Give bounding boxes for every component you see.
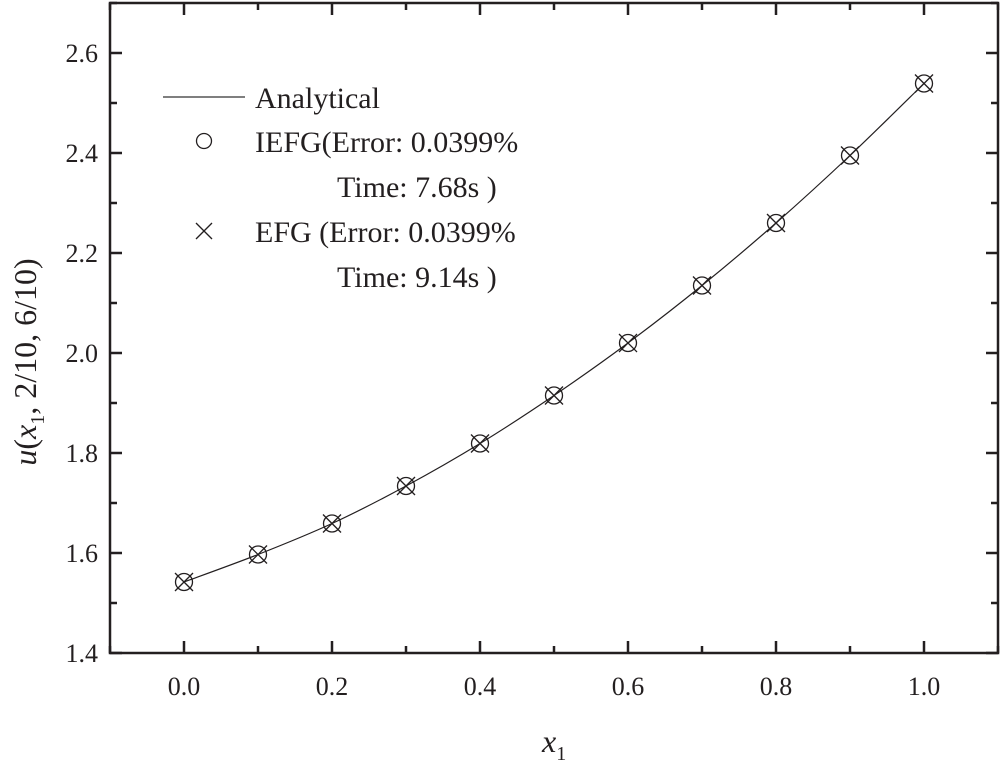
iefg-circle-marker	[618, 333, 638, 353]
efg-cross-stroke	[618, 333, 638, 353]
legend-analytical: Analytical	[255, 82, 380, 115]
iefg-circle-marker	[544, 386, 564, 405]
iefg-circle-marker	[396, 476, 416, 496]
efg-cross-marker	[396, 476, 416, 496]
efg-cross-marker	[174, 572, 194, 592]
iefg-circle-marker	[174, 572, 194, 592]
tick-labels: 0.0 0.2 0.4 0.6 0.8 1.0 1.4 1.6 1.8 2.0 2.2 2.4 2.6	[66, 39, 941, 701]
y-tick-label: 1.6	[66, 539, 99, 568]
iefg-circle-marker	[322, 514, 342, 533]
efg-cross-marker	[322, 514, 342, 533]
legend-iefg-line1: IEFG(Error: 0.0399%	[255, 126, 518, 159]
efg-cross-stroke	[840, 146, 860, 165]
efg-cross-marker	[692, 276, 712, 295]
x-tick-label: 0.4	[464, 672, 497, 701]
y-axis-label: u(x1, 2/10, 6/10)	[7, 258, 49, 465]
x-tick-label: 0.2	[316, 672, 349, 701]
y-tick-label: 2.0	[66, 339, 99, 368]
legend-cross-icon	[195, 222, 213, 240]
y-tick-label: 1.8	[66, 439, 99, 468]
legend-iefg-line2: Time: 7.68s )	[337, 171, 497, 204]
efg-cross-stroke	[544, 386, 564, 405]
efg-cross-stroke	[174, 572, 194, 592]
markers	[174, 74, 934, 592]
axis-ticks	[108, 1, 1000, 655]
efg-cross-marker	[914, 74, 934, 93]
x-tick-label: 0.0	[168, 672, 201, 701]
efg-cross-marker	[248, 545, 268, 564]
efg-cross-stroke	[766, 213, 786, 233]
plot-frame	[108, 1, 1000, 655]
efg-cross-stroke	[470, 434, 490, 453]
efg-cross-marker	[618, 333, 638, 353]
legend: Analytical IEFG(Error: 0.0399% Time: 7.6…	[163, 82, 518, 294]
iefg-circle-marker	[692, 276, 712, 295]
efg-cross-stroke	[914, 74, 934, 93]
x-tick-label: 0.6	[612, 672, 645, 701]
efg-cross-marker	[470, 434, 490, 453]
efg-cross-marker	[544, 386, 564, 405]
efg-cross-stroke	[692, 276, 712, 295]
efg-cross-stroke	[248, 545, 268, 564]
iefg-circle-marker	[766, 213, 786, 233]
iefg-circle-marker	[914, 74, 934, 93]
x-tick-label: 0.8	[760, 672, 793, 701]
y-tick-label: 2.4	[66, 139, 99, 168]
iefg-circle-marker	[840, 146, 860, 165]
x-tick-label: 1.0	[908, 672, 941, 701]
legend-circle-icon	[195, 132, 213, 150]
efg-cross-marker	[766, 213, 786, 233]
iefg-circle-marker	[248, 545, 268, 564]
iefg-circle-marker	[470, 434, 490, 453]
y-tick-label: 1.4	[66, 639, 99, 668]
legend-efg-line2: Time: 9.14s )	[337, 261, 497, 294]
y-tick-label: 2.6	[66, 39, 99, 68]
y-tick-label: 2.2	[66, 239, 99, 268]
x-axis-label: x1	[541, 723, 566, 765]
efg-cross-marker	[840, 146, 860, 165]
efg-cross-stroke	[396, 476, 416, 496]
legend-efg-line1: EFG (Error: 0.0399%	[255, 216, 516, 249]
efg-cross-stroke	[322, 514, 342, 533]
